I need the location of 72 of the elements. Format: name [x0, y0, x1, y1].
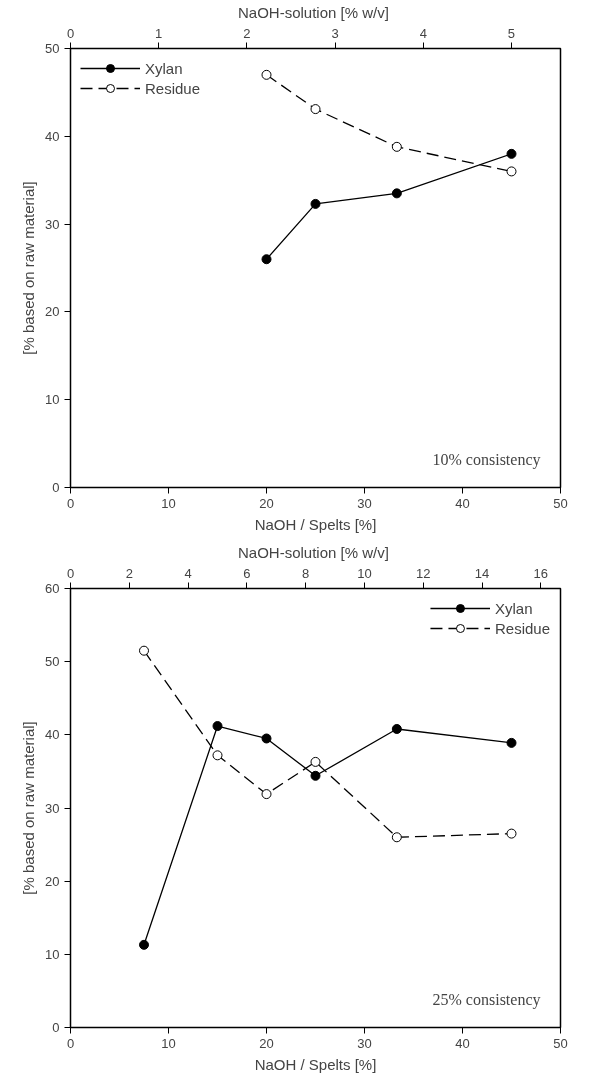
legend-label: Residue: [145, 79, 201, 97]
point: [310, 104, 321, 115]
y-tick-label: 0: [52, 480, 60, 495]
point: [506, 166, 517, 177]
y-tick-label: 40: [45, 727, 60, 743]
point: [261, 733, 272, 744]
x2-tick-label: 1: [155, 25, 163, 41]
y-tick-label: 20: [45, 304, 60, 320]
annotation: 10% consistency: [432, 450, 541, 469]
x-tick-label: 40: [455, 1035, 470, 1051]
point: [506, 828, 517, 839]
x-tick-label: 30: [357, 1035, 372, 1051]
y-axis-title: [% based on raw material]: [20, 721, 38, 895]
x-axis-title: NaOH / Spelts [%]: [254, 1055, 377, 1073]
point: [391, 141, 402, 152]
x2-tick-label: 12: [416, 565, 431, 581]
y-tick-label: 30: [45, 216, 60, 232]
y-tick-label: 50: [45, 654, 60, 670]
y-axis-title: [% based on raw material]: [20, 181, 38, 355]
point: [139, 645, 149, 656]
point: [261, 69, 272, 80]
y-tick-label: 30: [45, 800, 60, 816]
x2-tick-label: 10: [357, 565, 372, 581]
point: [310, 770, 321, 781]
x2-tick-label: 0: [66, 25, 75, 41]
x2-tick-label: 2: [243, 25, 251, 41]
x-tick-label: 10: [161, 1035, 176, 1051]
y-tick-label: 10: [45, 946, 60, 962]
x-tick-label: 10: [161, 495, 176, 511]
annotation: 25% consistency: [432, 990, 541, 1009]
x-tick-label: 50: [553, 1035, 568, 1051]
x-tick-label: 40: [455, 495, 470, 511]
point: [261, 254, 272, 265]
x2-axis-title: NaOH-solution [% w/v]: [237, 543, 389, 561]
x-tick-label: 0: [66, 1035, 75, 1051]
x2-tick-label: 14: [474, 565, 490, 581]
x-tick-label: 30: [357, 495, 372, 511]
x2-tick-label: 6: [243, 565, 251, 581]
point: [139, 939, 149, 950]
point: [212, 750, 223, 761]
point: [506, 148, 517, 159]
point: [310, 198, 321, 209]
legend-label: Residue: [494, 619, 550, 637]
point: [391, 723, 402, 734]
y-tick-label: 60: [45, 581, 60, 596]
x2-tick-label: 0: [66, 565, 75, 581]
legend-label: Xylan: [494, 599, 533, 617]
x-tick-label: 0: [66, 495, 75, 511]
x-tick-label: 20: [259, 495, 274, 511]
x2-tick-label: 16: [533, 565, 549, 581]
y-tick-label: 0: [52, 1020, 60, 1035]
y-tick-label: 10: [45, 392, 60, 408]
x-axis-title: NaOH / Spelts [%]: [254, 515, 377, 533]
legend-label: Xylan: [145, 59, 183, 77]
x2-tick-label: 8: [302, 565, 310, 581]
y-tick-label: 50: [45, 41, 60, 56]
x2-tick-label: 4: [419, 25, 427, 41]
x2-tick-label: 2: [125, 565, 133, 581]
point: [212, 721, 223, 732]
x2-tick-label: 4: [184, 565, 192, 581]
x2-tick-label: 5: [507, 25, 516, 41]
point: [261, 789, 272, 800]
point: [391, 832, 402, 843]
x2-tick-label: 3: [331, 25, 339, 41]
y-tick-label: 40: [45, 128, 60, 144]
point: [391, 188, 402, 199]
y-tick-label: 20: [45, 873, 60, 889]
point: [310, 756, 321, 767]
point: [506, 737, 517, 748]
x-tick-label: 50: [553, 495, 568, 511]
x2-axis-title: NaOH-solution [% w/v]: [237, 3, 389, 21]
x-tick-label: 20: [259, 1035, 274, 1051]
